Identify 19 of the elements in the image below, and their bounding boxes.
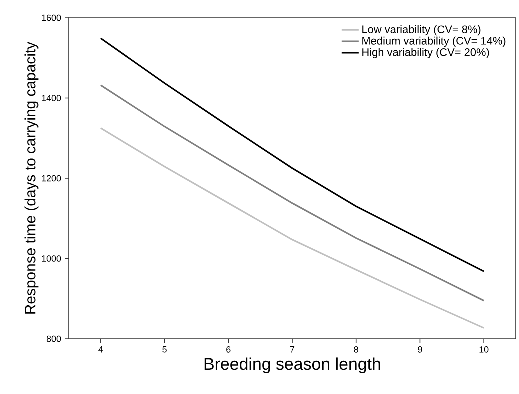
line-series [100,84,485,302]
y-tick-label: 1400 [42,95,62,102]
y-axis-title: Response time (days to carrying capacity [24,42,39,314]
line-series [100,128,485,329]
x-tick-label: 8 [354,346,358,353]
x-tick-label: 5 [162,346,167,353]
x-tick-label: 9 [418,346,422,353]
x-axis-title: Breeding season length [204,358,380,374]
x-tick-label: 4 [98,346,104,353]
x-tick-label: 7 [290,346,295,353]
y-tick-label: 1000 [42,256,62,262]
x-tick-label: 6 [226,346,231,353]
legend-label: High variability (CV= 20%) [362,48,490,58]
y-tick-label: 800 [46,336,62,342]
x-tick-label: 10 [480,346,489,353]
y-tick-label: 1600 [42,14,62,22]
y-tick-label: 1200 [42,175,62,182]
legend-label: Low variability (CV= 8%) [362,25,481,36]
legend-label: Medium variability (CV= 14%) [362,36,506,48]
